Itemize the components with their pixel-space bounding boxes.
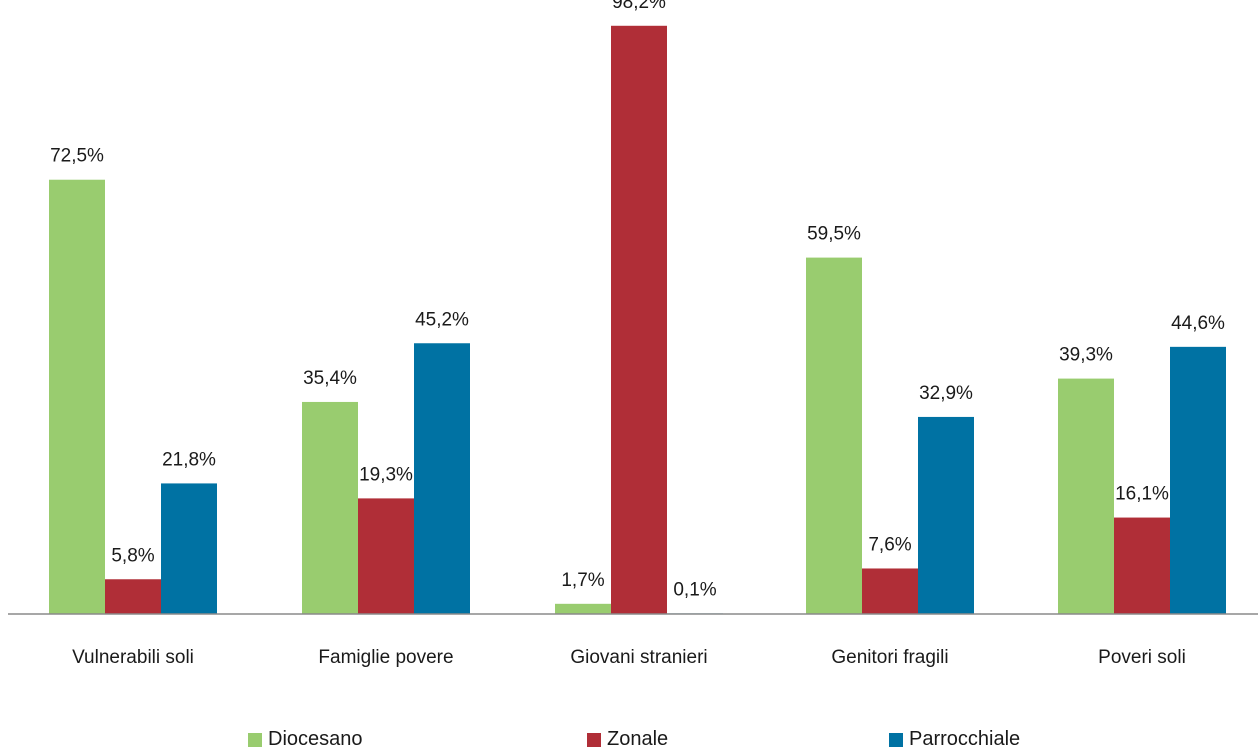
bar-diocesano-2 [302, 401, 358, 614]
legend-item-zonale: Zonale [587, 728, 668, 751]
bar-diocesano-5 [1058, 378, 1114, 614]
category-label-4: Genitori fragili [831, 647, 948, 668]
data-label-parrocchiale-2: 45,2% [415, 309, 469, 330]
category-labels-layer: Vulnerabili soli Famiglie povere Giovani s… [72, 647, 1186, 668]
bars-layer [49, 25, 1226, 615]
category-label-1: Vulnerabili soli [72, 647, 194, 668]
category-label-3: Giovani stranieri [570, 647, 707, 668]
legend: Diocesano Zonale Parrocchiale [0, 728, 1258, 752]
data-label-diocesano-4: 59,5% [807, 224, 861, 245]
legend-swatch-zonale [587, 732, 601, 747]
data-label-zonale-1: 5,8% [111, 545, 154, 566]
data-label-zonale-3: 98,2% [612, 0, 666, 13]
legend-item-diocesano: Diocesano [248, 728, 363, 751]
legend-label-diocesano: Diocesano [268, 728, 363, 750]
data-label-parrocchiale-5: 44,6% [1171, 313, 1225, 334]
bar-diocesano-1 [49, 179, 105, 614]
bar-zonale-1 [105, 579, 161, 614]
category-label-2: Famiglie povere [318, 647, 453, 668]
data-label-zonale-4: 7,6% [868, 534, 911, 555]
data-label-diocesano-1: 72,5% [50, 146, 104, 167]
legend-item-parrocchiale: Parrocchiale [889, 728, 1020, 751]
bar-zonale-2 [358, 498, 414, 614]
bar-diocesano-3 [555, 603, 611, 614]
bar-diocesano-4 [806, 257, 862, 614]
bar-zonale-4 [862, 568, 918, 614]
bar-parrocchiale-4 [918, 416, 974, 614]
bar-zonale-3 [611, 25, 667, 615]
legend-swatch-parrocchiale [889, 732, 903, 747]
data-label-zonale-5: 16,1% [1115, 484, 1169, 505]
data-label-diocesano-2: 35,4% [303, 368, 357, 389]
data-label-parrocchiale-4: 32,9% [919, 383, 973, 404]
legend-swatch-diocesano [248, 732, 262, 747]
bar-zonale-5 [1114, 517, 1170, 614]
data-label-zonale-2: 19,3% [359, 464, 413, 485]
category-label-5: Poveri soli [1098, 647, 1186, 668]
bar-parrocchiale-2 [414, 343, 470, 614]
legend-label-parrocchiale: Parrocchiale [909, 728, 1021, 750]
data-label-parrocchiale-3: 0,1% [673, 579, 716, 600]
value-labels-layer: 72,5% 5,8% 21,8% 35,4% 19,3% 45,2% 1,7% 98,2% 0,… [50, 0, 1225, 600]
bar-parrocchiale-5 [1170, 346, 1226, 614]
data-label-diocesano-3: 1,7% [561, 570, 604, 591]
data-label-diocesano-5: 39,3% [1059, 345, 1113, 366]
data-label-parrocchiale-1: 21,8% [162, 449, 216, 470]
bar-parrocchiale-1 [161, 483, 217, 614]
legend-label-zonale: Zonale [607, 728, 669, 750]
